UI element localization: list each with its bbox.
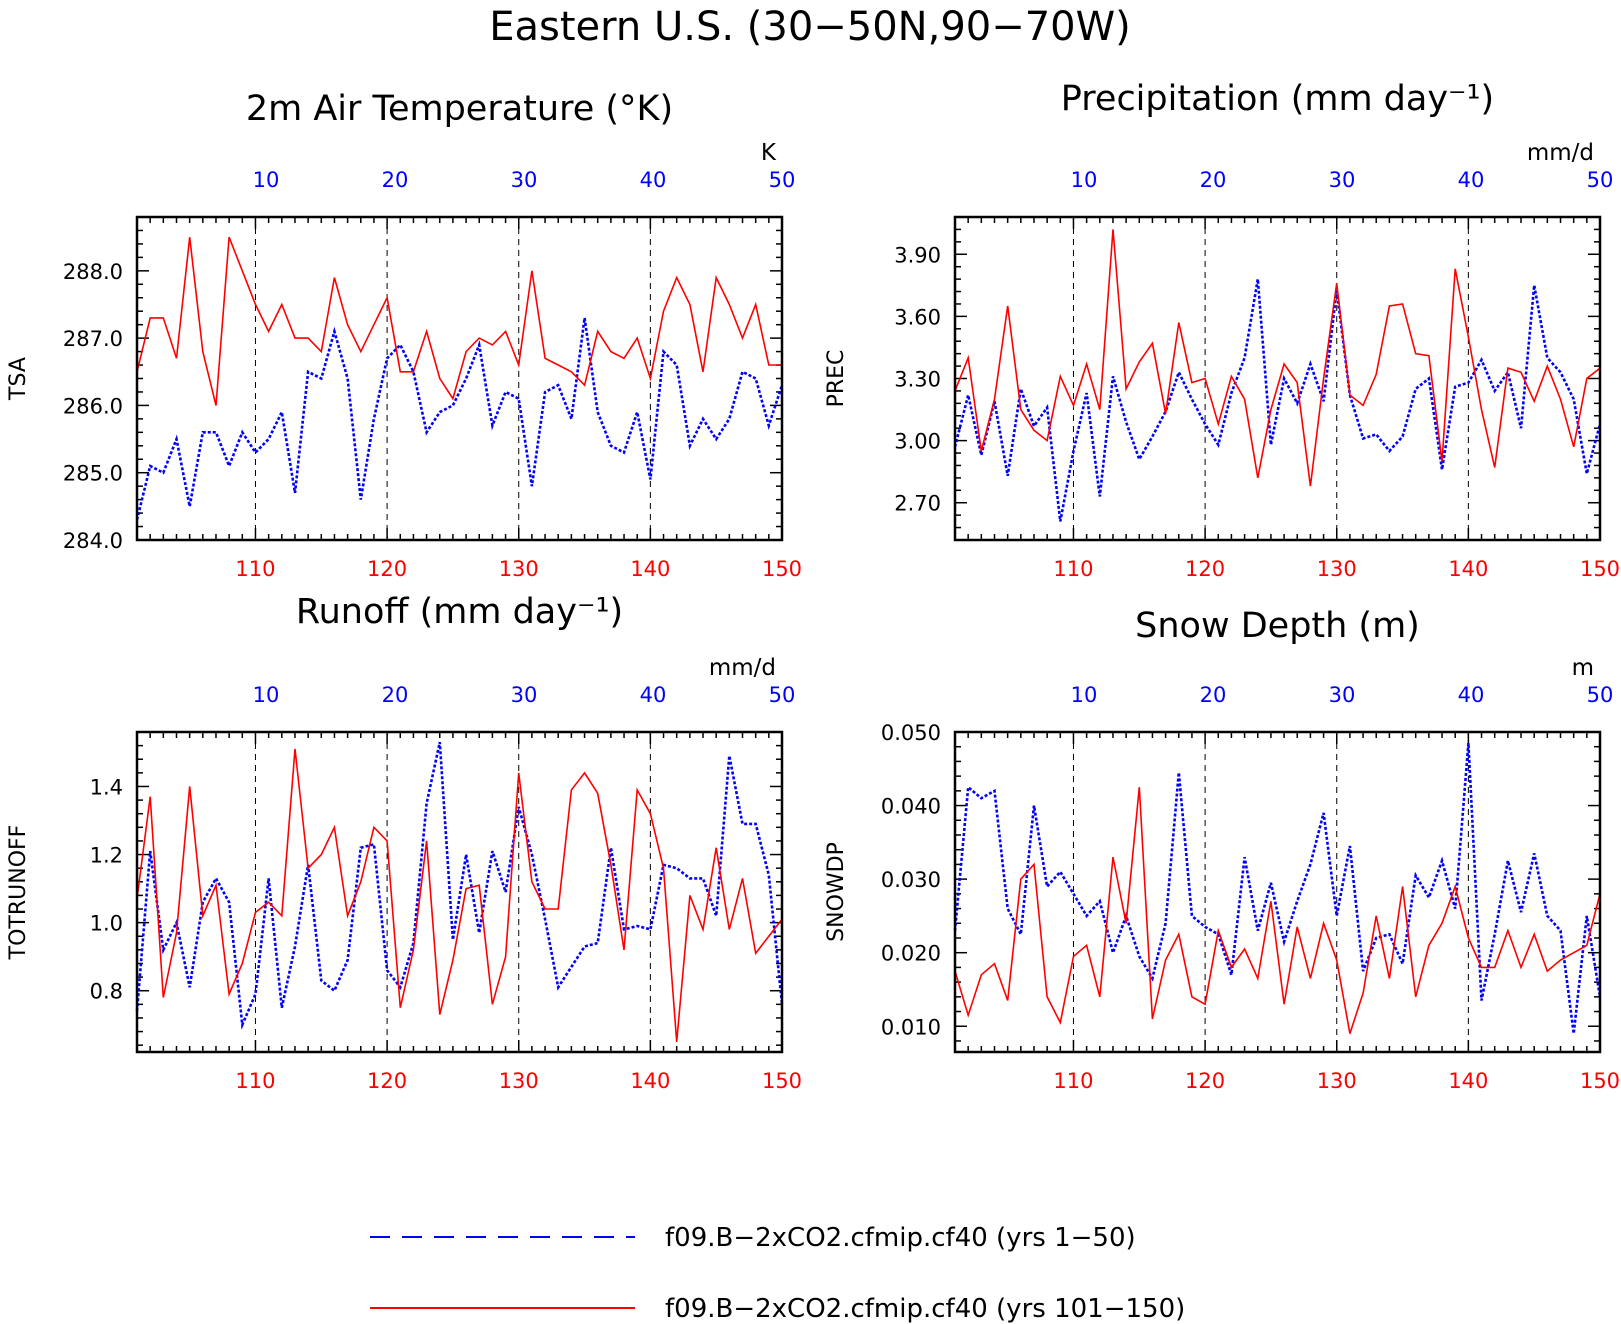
panel-snowdp: Snow Depth (m) 0.010 0.020 0.030 0.040 0.050 1… — [824, 606, 1620, 1093]
x-tick-label-bottom: 120 — [1185, 1069, 1225, 1093]
x-tick-label-bottom: 140 — [630, 1069, 670, 1093]
x-tick-label-bottom: 110 — [1053, 1069, 1093, 1093]
y-axis-label: SNOWDP — [824, 842, 849, 942]
x-tick-label-top: 30 — [511, 683, 538, 707]
x-tick-label-bottom: 140 — [630, 557, 670, 581]
panel-totrunoff: Runoff (mm day⁻¹) 0.8 1.0 1.2 1.4 110 120 130 14… — [6, 592, 802, 1093]
x-tick-label-bottom: 150 — [1580, 557, 1620, 581]
panel-tsa: 2m Air Temperature (°K) 284.0 285.0 286.0 28… — [6, 89, 802, 581]
figure-title: Eastern U.S. (30−50N,90−70W) — [489, 4, 1131, 50]
x-tick-label-top: 50 — [1587, 683, 1614, 707]
x-tick-label-bottom: 140 — [1448, 557, 1488, 581]
series-yrs-1-50-line — [953, 278, 1602, 522]
series-yrs-101-150-line — [136, 236, 782, 406]
x-tick-label-top: 50 — [769, 683, 796, 707]
panel-title-totrunoff: Runoff (mm day⁻¹) — [296, 592, 623, 632]
x-tick-label-top: 40 — [1458, 683, 1485, 707]
plot-frame — [135, 215, 784, 542]
x-tick-label-top: 20 — [382, 168, 409, 192]
x-tick-label-top: 40 — [1458, 168, 1485, 192]
unit-label: mm/d — [709, 655, 776, 681]
x-tick-label-bottom: 120 — [1185, 557, 1225, 581]
series-yrs-101-150-line — [136, 748, 783, 1042]
y-tick-label: 1.2 — [90, 844, 123, 868]
x-tick-label-bottom: 120 — [367, 1069, 407, 1093]
x-tick-label-bottom: 150 — [762, 557, 802, 581]
panel-title-prec: Precipitation (mm day⁻¹) — [1061, 79, 1494, 119]
x-tick-label-bottom: 130 — [499, 557, 539, 581]
y-tick-label: 1.0 — [90, 912, 123, 936]
y-tick-label: 0.8 — [90, 980, 123, 1004]
y-tick-label: 284.0 — [63, 529, 123, 553]
chart-panels: 2m Air Temperature (°K) 284.0 285.0 286.0 28… — [6, 79, 1620, 1093]
legend-label-yrs-1-50: f09.B−2xCO2.cfmip.cf40 (yrs 1−50) — [665, 1223, 1136, 1253]
legend: f09.B−2xCO2.cfmip.cf40 (yrs 1−50) f09.B−… — [370, 1223, 1185, 1324]
y-tick-label: 0.010 — [881, 1015, 941, 1039]
x-tick-label-top: 10 — [1071, 168, 1098, 192]
series-yrs-101-150-line — [954, 229, 1601, 487]
y-tick-label: 0.030 — [881, 868, 941, 892]
unit-label: m — [1572, 655, 1594, 681]
y-tick-label: 3.00 — [894, 430, 941, 454]
y-axis-label: TOTRUNOFF — [6, 825, 31, 961]
x-tick-label-top: 20 — [382, 683, 409, 707]
x-tick-label-top: 50 — [1587, 168, 1614, 192]
plot-frame — [953, 730, 1602, 1054]
y-axis-label: TSA — [6, 357, 31, 401]
series-yrs-1-50-line — [953, 742, 1602, 1034]
x-tick-label-bottom: 150 — [1580, 1069, 1620, 1093]
series-yrs-1-50-line — [135, 741, 784, 1030]
x-tick-label-top: 10 — [253, 683, 280, 707]
x-tick-label-top: 20 — [1200, 168, 1227, 192]
x-tick-label-top: 10 — [253, 168, 280, 192]
y-tick-label: 288.0 — [63, 260, 123, 284]
x-tick-label-top: 50 — [769, 168, 796, 192]
y-tick-label: 285.0 — [63, 462, 123, 486]
y-tick-label: 2.70 — [894, 492, 941, 516]
plot-frame — [135, 730, 784, 1054]
x-tick-label-bottom: 130 — [1317, 1069, 1357, 1093]
x-tick-label-bottom: 150 — [762, 1069, 802, 1093]
panel-prec: Precipitation (mm day⁻¹) 2.70 3.00 3.30 3.60… — [824, 79, 1620, 581]
x-tick-label-top: 10 — [1071, 683, 1098, 707]
y-axis-label: PREC — [824, 350, 849, 408]
unit-label: mm/d — [1527, 140, 1594, 166]
x-tick-label-top: 20 — [1200, 683, 1227, 707]
y-tick-label: 3.90 — [894, 243, 941, 267]
unit-label: K — [761, 140, 777, 166]
x-tick-label-bottom: 120 — [367, 557, 407, 581]
x-tick-label-bottom: 110 — [1053, 557, 1093, 581]
y-tick-label: 286.0 — [63, 394, 123, 418]
y-tick-label: 287.0 — [63, 327, 123, 351]
x-tick-label-bottom: 130 — [499, 1069, 539, 1093]
x-tick-label-bottom: 110 — [235, 557, 275, 581]
x-tick-label-top: 40 — [640, 683, 667, 707]
x-tick-label-top: 30 — [511, 168, 538, 192]
legend-label-yrs-101-150: f09.B−2xCO2.cfmip.cf40 (yrs 101−150) — [665, 1294, 1185, 1324]
x-tick-label-bottom: 110 — [235, 1069, 275, 1093]
x-tick-label-bottom: 140 — [1448, 1069, 1488, 1093]
y-tick-label: 0.020 — [881, 942, 941, 966]
y-tick-label: 1.4 — [90, 775, 123, 799]
panel-title-tsa: 2m Air Temperature (°K) — [246, 89, 673, 129]
plot-frame — [953, 215, 1602, 542]
panel-title-snowdp: Snow Depth (m) — [1135, 606, 1420, 646]
x-tick-label-bottom: 130 — [1317, 557, 1357, 581]
y-tick-label: 3.30 — [894, 368, 941, 392]
series-yrs-101-150-line — [954, 787, 1601, 1034]
series-yrs-1-50-line — [135, 317, 784, 521]
y-tick-label: 0.050 — [881, 721, 941, 745]
x-tick-label-top: 40 — [640, 168, 667, 192]
x-tick-label-top: 30 — [1329, 168, 1356, 192]
y-tick-label: 0.040 — [881, 795, 941, 819]
y-tick-label: 3.60 — [894, 305, 941, 329]
x-tick-label-top: 30 — [1329, 683, 1356, 707]
